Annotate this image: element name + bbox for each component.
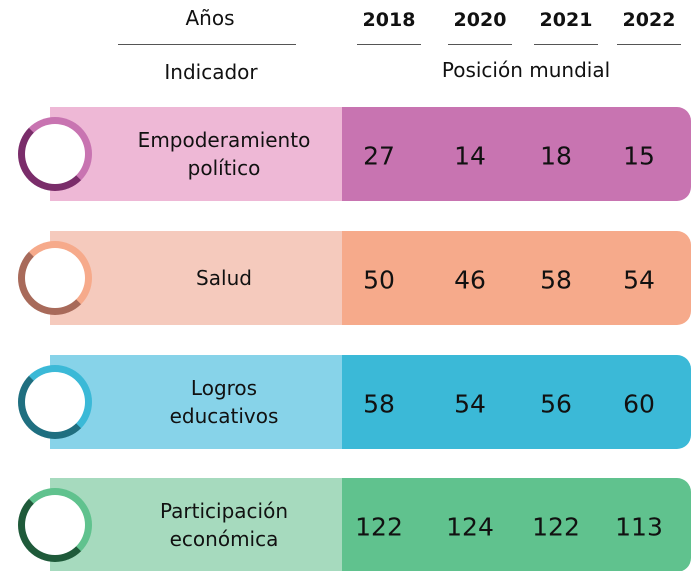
- row-label-band: [50, 355, 342, 449]
- position-label: Posición mundial: [441, 58, 611, 82]
- year-header: 2020: [453, 9, 507, 31]
- row-label-line: económica: [169, 527, 279, 551]
- row-label: Logros educativos: [170, 374, 279, 430]
- row-value: 122: [532, 512, 580, 542]
- year-rule: [357, 44, 421, 45]
- year-header: 2022: [622, 9, 676, 31]
- row-label-line: Salud: [196, 266, 252, 290]
- row-icon: [18, 488, 92, 562]
- row-value-band: [342, 355, 691, 449]
- row-label: Participación económica: [160, 497, 288, 553]
- row-label-line: educativos: [169, 404, 279, 428]
- row-value: 113: [615, 512, 663, 542]
- row-icon: [18, 241, 92, 315]
- row-value-band: [342, 478, 691, 571]
- row-value: 50: [363, 265, 395, 295]
- row-value: 60: [623, 389, 655, 419]
- row-value: 46: [454, 265, 486, 295]
- year-header: 2021: [539, 9, 593, 31]
- row-value: 124: [446, 512, 494, 542]
- row-value: 27: [363, 141, 395, 171]
- row-label-line: Logros: [190, 376, 258, 400]
- year-rule: [534, 44, 598, 45]
- row-value-band: [342, 231, 691, 325]
- row-icon: [18, 365, 92, 439]
- row-value: 54: [623, 265, 655, 295]
- year-rule: [617, 44, 681, 45]
- row-value-band: [342, 107, 691, 201]
- row-label-band: [50, 107, 342, 201]
- indicator-label: Indicador: [164, 60, 258, 84]
- year-header: 2018: [362, 9, 416, 31]
- row-label: Salud: [196, 264, 252, 292]
- row-value: 58: [540, 265, 572, 295]
- row-label-line: Empoderamiento: [137, 128, 311, 152]
- row-label: Empoderamiento político: [138, 126, 311, 182]
- row-value: 14: [454, 141, 486, 171]
- row-label-line: político: [187, 156, 261, 180]
- header-rule: [118, 44, 296, 45]
- year-rule: [448, 44, 512, 45]
- row-label-band: [50, 231, 342, 325]
- row-label-line: Participación: [159, 499, 289, 523]
- row-value: 58: [363, 389, 395, 419]
- row-value: 54: [454, 389, 486, 419]
- row-value: 122: [355, 512, 403, 542]
- row-icon: [18, 117, 92, 191]
- row-value: 56: [540, 389, 572, 419]
- years-label: Años: [185, 6, 235, 30]
- row-value: 18: [540, 141, 572, 171]
- row-value: 15: [623, 141, 655, 171]
- row-label-band: [50, 478, 342, 571]
